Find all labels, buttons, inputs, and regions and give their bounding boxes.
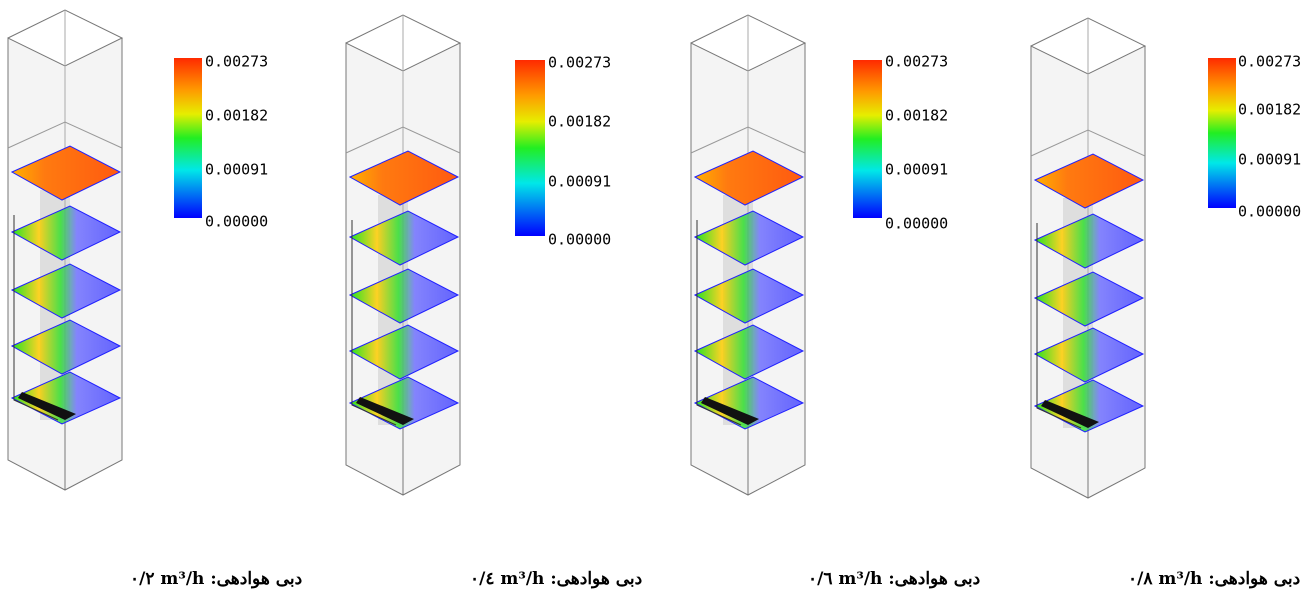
colorbar-tick: 0.00091 (548, 173, 611, 191)
colorbar-tick: 0.00000 (205, 213, 268, 231)
caption: ۰/٤ m³/h دبی هوادهی: (470, 569, 642, 589)
colorbar-tick: 0.00182 (548, 113, 611, 131)
colorbar (174, 58, 202, 218)
colorbar-tick: 0.00000 (885, 215, 948, 233)
caption-unit: m³/h (1158, 569, 1202, 589)
colorbar-tick: 0.00091 (205, 161, 268, 179)
colorbar-tick: 0.00091 (885, 161, 948, 179)
column-render (8, 10, 122, 490)
colorbar-tick: 0.00000 (548, 231, 611, 249)
colorbar-tick: 0.00091 (1238, 151, 1301, 169)
colorbar-tick: 0.00273 (885, 53, 948, 71)
colorbar (515, 60, 545, 236)
colorbar-tick: 0.00273 (548, 54, 611, 72)
caption-label: دبی هوادهی: (1208, 569, 1300, 589)
colorbar-tick: 0.00273 (1238, 53, 1301, 71)
caption-unit: m³/h (160, 569, 204, 589)
caption: ۰/۸ m³/h دبی هوادهی: (1128, 569, 1300, 589)
column-render (346, 15, 460, 495)
caption-unit: m³/h (838, 569, 882, 589)
caption-value: ۰/٦ (808, 569, 832, 589)
colorbar-tick: 0.00182 (1238, 101, 1301, 119)
colorbar (853, 60, 882, 218)
colorbar-tick: 0.00182 (205, 107, 268, 125)
caption-value: ۰/۸ (1128, 569, 1153, 589)
caption-value: ۰/٤ (470, 569, 494, 589)
caption: ۰/۲ m³/h دبی هوادهی: (130, 569, 302, 589)
figure: 0.00273 0.00182 0.00091 0.00000 0.00273 … (0, 0, 1306, 599)
caption-label: دبی هوادهی: (210, 569, 302, 589)
colorbar (1208, 58, 1236, 208)
caption: ۰/٦ m³/h دبی هوادهی: (808, 569, 980, 589)
column-render (691, 15, 805, 495)
caption-label: دبی هوادهی: (550, 569, 642, 589)
caption-label: دبی هوادهی: (888, 569, 980, 589)
column-render (1031, 18, 1145, 498)
caption-value: ۰/۲ (130, 569, 154, 589)
colorbar-tick: 0.00273 (205, 53, 268, 71)
caption-unit: m³/h (500, 569, 544, 589)
colorbar-tick: 0.00182 (885, 107, 948, 125)
colorbar-tick: 0.00000 (1238, 203, 1301, 221)
